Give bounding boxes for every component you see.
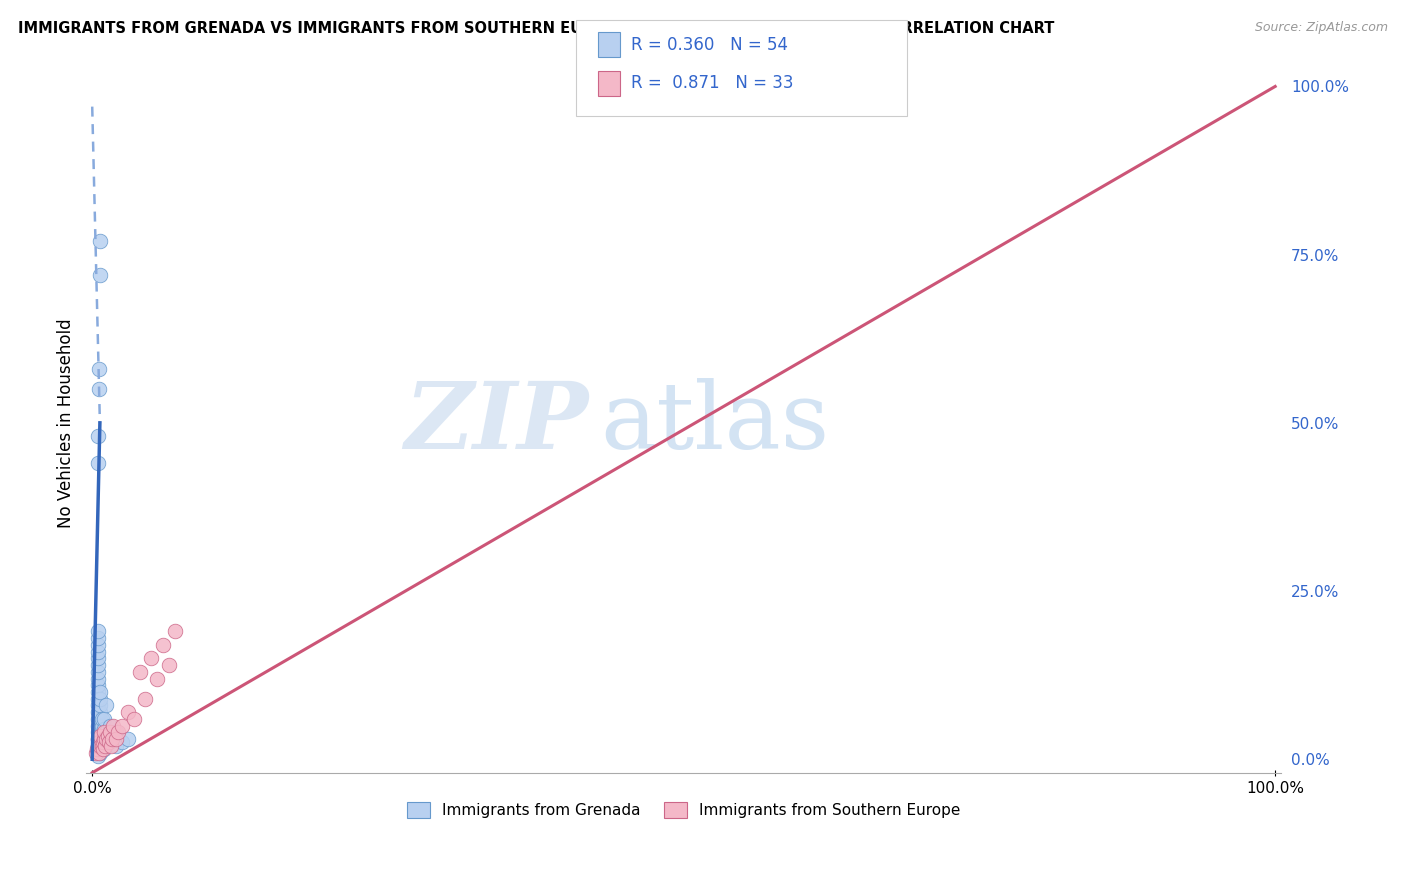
Point	[89, 746, 111, 760]
Text: Source: ZipAtlas.com: Source: ZipAtlas.com	[1254, 21, 1388, 34]
Point	[157, 658, 180, 673]
Point	[87, 624, 110, 639]
Point	[89, 691, 111, 706]
Point	[91, 735, 114, 749]
Point	[87, 678, 110, 692]
Point	[87, 732, 110, 747]
Point	[97, 735, 120, 749]
Point	[98, 718, 121, 732]
Point	[87, 638, 110, 652]
Text: R =  0.871   N = 33: R = 0.871 N = 33	[631, 74, 794, 92]
Point	[128, 665, 150, 679]
Point	[89, 735, 111, 749]
Point	[96, 739, 118, 753]
Point	[98, 732, 121, 747]
Point	[89, 739, 111, 753]
Point	[96, 725, 118, 739]
Point	[141, 651, 163, 665]
Point	[87, 651, 110, 665]
Point	[89, 725, 111, 739]
Point	[87, 742, 110, 756]
Point	[93, 725, 115, 739]
Point	[84, 746, 107, 760]
Point	[87, 456, 110, 470]
Point	[87, 748, 110, 763]
Point	[152, 638, 174, 652]
Point	[93, 722, 115, 736]
Point	[117, 705, 139, 719]
Point	[87, 705, 110, 719]
Point	[91, 742, 114, 756]
Point	[90, 718, 112, 732]
Point	[89, 698, 111, 713]
Point	[134, 691, 156, 706]
Point	[90, 739, 112, 753]
Point	[86, 742, 108, 756]
Point	[98, 725, 121, 739]
Point	[111, 735, 134, 749]
Point	[90, 712, 112, 726]
Point	[89, 718, 111, 732]
Point	[103, 718, 125, 732]
Point	[89, 362, 111, 376]
Point	[104, 725, 127, 739]
Text: IMMIGRANTS FROM GRENADA VS IMMIGRANTS FROM SOUTHERN EUROPE NO VEHICLES IN HOUSEH: IMMIGRANTS FROM GRENADA VS IMMIGRANTS FR…	[18, 21, 1054, 36]
Text: ZIP: ZIP	[404, 378, 588, 468]
Point	[93, 712, 115, 726]
Point	[87, 718, 110, 732]
Point	[89, 268, 111, 282]
Point	[90, 739, 112, 753]
Point	[97, 729, 120, 743]
Point	[163, 624, 186, 639]
Point	[87, 691, 110, 706]
Point	[87, 732, 110, 747]
Point	[100, 739, 122, 753]
Point	[90, 732, 112, 747]
Text: atlas: atlas	[600, 378, 830, 468]
Point	[93, 732, 115, 747]
Point	[87, 712, 110, 726]
Point	[122, 712, 145, 726]
Point	[104, 732, 127, 747]
Point	[87, 665, 110, 679]
Text: R = 0.360   N = 54: R = 0.360 N = 54	[631, 36, 789, 54]
Point	[89, 732, 111, 747]
Point	[107, 725, 129, 739]
Point	[89, 685, 111, 699]
Y-axis label: No Vehicles in Household: No Vehicles in Household	[58, 318, 75, 528]
Point	[111, 718, 134, 732]
Point	[87, 725, 110, 739]
Point	[89, 705, 111, 719]
Point	[89, 712, 111, 726]
Point	[89, 739, 111, 753]
Point	[89, 234, 111, 248]
Point	[87, 739, 110, 753]
Point	[101, 732, 124, 747]
Point	[96, 698, 118, 713]
Point	[87, 645, 110, 659]
Point	[87, 429, 110, 443]
Point	[87, 698, 110, 713]
Legend: Immigrants from Grenada, Immigrants from Southern Europe: Immigrants from Grenada, Immigrants from…	[401, 797, 966, 824]
Point	[89, 746, 111, 760]
Point	[87, 672, 110, 686]
Point	[117, 732, 139, 747]
Point	[94, 739, 117, 753]
Point	[87, 739, 110, 753]
Point	[87, 631, 110, 645]
Point	[87, 685, 110, 699]
Point	[93, 742, 115, 756]
Point	[96, 732, 118, 747]
Point	[89, 382, 111, 396]
Point	[87, 658, 110, 673]
Point	[90, 725, 112, 739]
Point	[146, 672, 169, 686]
Point	[93, 732, 115, 747]
Point	[89, 729, 111, 743]
Point	[104, 739, 127, 753]
